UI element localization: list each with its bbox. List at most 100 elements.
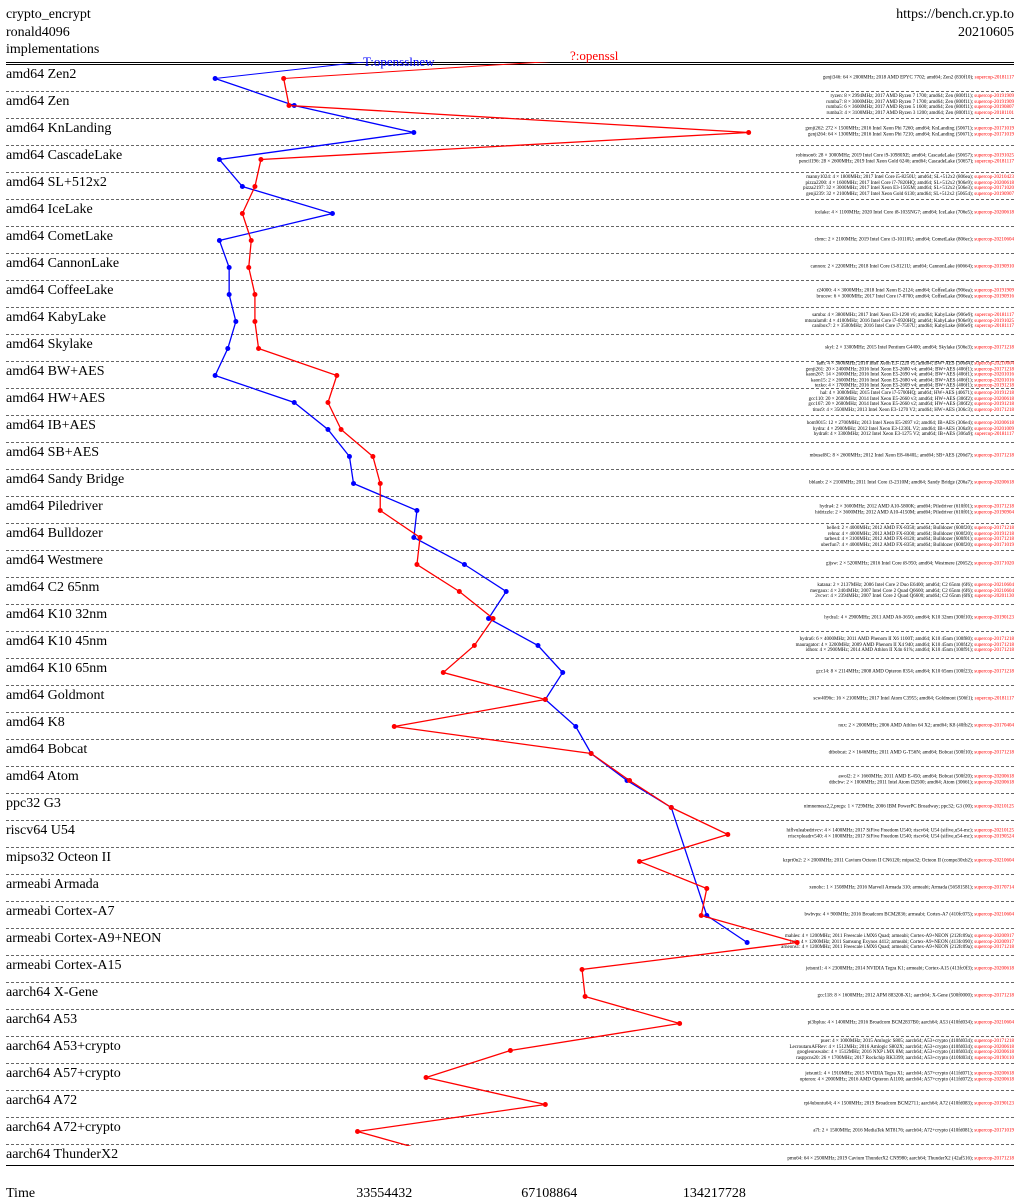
arch-label: amd64 Bulldozer xyxy=(6,526,103,542)
arch-label: armeabi Cortex-A7 xyxy=(6,904,114,920)
arch-row: amd64 IB+AES hom9015: 12 × 2700MHz; 2013 … xyxy=(6,416,1014,443)
arch-detail: gcc118: 8 × 1600MHz; 2012 APM 883208-X1;… xyxy=(818,993,1015,999)
arch-detail: manny1024: 4 × 1800MHz; 2017 Intel Core … xyxy=(803,175,1014,197)
arch-detail: robinson6: 28 × 3000MHz; 2019 Intel Core… xyxy=(796,154,1014,165)
arch-label: amd64 Atom xyxy=(6,769,79,785)
arch-detail: ryzen: 8 × 2994MHz; 2017 AMD Ryzen 7 170… xyxy=(826,94,1014,116)
arch-detail: puer: 4 × 1000MHz; 2015 Amlogic S805; aa… xyxy=(790,1039,1015,1061)
arch-row: amd64 Goldmont scw4096c: 16 × 2100MHz; 20… xyxy=(6,686,1014,713)
legend-openssl: ?:openssl xyxy=(570,48,618,64)
arch-detail: belle4: 2 × 4000MHz; 2012 AMD FX-8350; a… xyxy=(821,526,1014,548)
arch-row: armeabi Cortex-A9+NEONmahles: 4 × 1200MH… xyxy=(6,929,1014,956)
arch-row: amd64 Piledriverhydra4: 2 × 3600MHz; 201… xyxy=(6,497,1014,524)
arch-row: amd64 Sandy Bridge bblanb: 2 × 2100MHz; 2… xyxy=(6,470,1014,497)
arch-label: amd64 CometLake xyxy=(6,229,113,245)
arch-label: amd64 Skylake xyxy=(6,337,93,353)
arch-detail: gcc14: 8 × 2114MHz; 2008 AMD Opteron 835… xyxy=(816,669,1014,675)
arch-row: amd64 K10 32nmhydra1: 4 × 2900MHz; 2011 … xyxy=(6,605,1014,632)
arch-row: amd64 SL+512x2 manny1024: 4 × 1800MHz; 20… xyxy=(6,173,1014,200)
arch-detail: mahles: 4 × 1200MHz; 2011 Freescale i.MX… xyxy=(781,934,1014,951)
arch-detail: skyl: 2 × 3300MHz; 2015 Intel Pentium G4… xyxy=(825,345,1014,351)
legend-opensslnew: T:opensslnew xyxy=(363,54,435,70)
arch-label: aarch64 A57+crypto xyxy=(6,1066,121,1082)
arch-row: amd64 HW+AEShal: 4 × 3000MHz; 2015 Intel… xyxy=(6,389,1014,416)
arch-detail: scw4096c: 16 × 2100MHz; 2017 Intel Atom … xyxy=(813,696,1014,702)
bottom-rule xyxy=(6,1165,1014,1166)
arch-detail: r24000: 4 × 3000MHz; 2018 Intel Xeon E-2… xyxy=(816,289,1014,300)
arch-row: aarch64 A53pi3bplus: 4 × 1400MHz; 2016 B… xyxy=(6,1010,1014,1037)
arch-detail: dtbobcat: 2 × 1646MHz; 2011 AMD G-T56N; … xyxy=(829,750,1014,756)
arch-detail: rpi4ubuntu64; 4 × 1500MHz; 2019 Broadcom… xyxy=(804,1101,1014,1107)
title-primitive: crypto_encrypt xyxy=(6,6,99,24)
arch-row: amd64 IceLake icelake: 4 × 1100MHz; 2020 … xyxy=(6,200,1014,227)
arch-row: amd64 Atomawol2: 2 × 1660MHz; 2011 AMD E… xyxy=(6,767,1014,794)
arch-label: amd64 Sandy Bridge xyxy=(6,472,124,488)
arch-row: amd64 K10 45nmhydra6: 6 × 4000MHz; 2011 … xyxy=(6,632,1014,659)
x-tick: 33554432 xyxy=(356,1186,412,1202)
arch-row: amd64 CometLakecbmc: 2 × 2100MHz; 2019 I… xyxy=(6,227,1014,254)
x-axis-label: Time xyxy=(6,1186,35,1202)
arch-row: aarch64 X-Gene gcc118: 8 × 1600MHz; 2012 … xyxy=(6,983,1014,1010)
arch-label: amd64 CascadeLake xyxy=(6,148,122,164)
arch-label: amd64 K10 65nm xyxy=(6,661,107,677)
arch-row: amd64 SB+AESmbusel8C: 8 × 2600MHz; 2012 … xyxy=(6,443,1014,470)
arch-detail: hiflvuleabedrivcv: 4 × 1400MHz; 2017 SiF… xyxy=(786,829,1014,840)
arch-row: amd64 CannonLakecannon: 2 × 2200MHz; 201… xyxy=(6,254,1014,281)
arch-detail: genji262: 272 × 1500MHz; 2016 Intel Xeon… xyxy=(805,127,1014,138)
arch-detail: hom9015: 12 × 2700MHz; 2013 Intel Xeon E… xyxy=(807,421,1014,438)
arch-label: amd64 SL+512x2 xyxy=(6,175,107,191)
arch-detail: hydra1: 4 × 2900MHz; 2011 AMD A6-3650; a… xyxy=(824,615,1014,621)
arch-row: armeabi Cortex-A7 bwbvps: 4 × 900MHz; 201… xyxy=(6,902,1014,929)
arch-detail: icelake: 4 × 1100MHz; 2020 Intel Core i8… xyxy=(815,210,1014,216)
arch-detail: kzprt0n2: 2 × 2000MHz; 2011 Cavium Octeo… xyxy=(783,858,1014,864)
arch-label: amd64 Bobcat xyxy=(6,742,87,758)
arch-row: amd64 KabyLakesamba: 4 × 3800MHz; 2017 I… xyxy=(6,308,1014,335)
arch-label: amd64 IceLake xyxy=(6,202,93,218)
arch-row: amd64 Zenryzen: 8 × 2994MHz; 2017 AMD Ry… xyxy=(6,92,1014,119)
arch-label: amd64 K8 xyxy=(6,715,65,731)
arch-row: aarch64 A72 rpi4ubuntu64; 4 × 1500MHz; 20… xyxy=(6,1091,1014,1118)
arch-detail: bblanb: 2 × 2100MHz; 2011 Intel Core i3-… xyxy=(809,480,1014,486)
arch-detail: cannon: 2 × 2200MHz; 2018 Intel Core i3-… xyxy=(811,264,1014,270)
arch-row: amd64 K8nux: 2 × 2000MHz; 2006 AMD Athlo… xyxy=(6,713,1014,740)
arch-row: aarch64 A72+cryptoa7l: 2 × 1500MHz; 2016… xyxy=(6,1118,1014,1145)
arch-detail: mbusel8C: 8 × 2600MHz; 2012 Intel Xeon E… xyxy=(810,453,1014,459)
arch-label: amd64 HW+AES xyxy=(6,391,105,407)
header-date: 20210605 xyxy=(896,24,1014,42)
arch-label: ppc32 G3 xyxy=(6,796,61,812)
arch-label: aarch64 ThunderX2 xyxy=(6,1147,118,1163)
arch-label: amd64 BW+AES xyxy=(6,364,105,380)
arch-row: armeabi Cortex-A15jetsunt1: 4 × 2300MHz;… xyxy=(6,956,1014,983)
arch-label: amd64 IB+AES xyxy=(6,418,96,434)
arch-label: aarch64 A53+crypto xyxy=(6,1039,121,1055)
x-tick: 67108864 xyxy=(521,1186,577,1202)
arch-label: amd64 KnLanding xyxy=(6,121,111,137)
arch-row: amd64 CoffeeLake r24000: 4 × 3000MHz; 201… xyxy=(6,281,1014,308)
arch-detail: samba: 4 × 3800MHz; 2017 Intel Xeon E3-1… xyxy=(805,313,1014,330)
arch-detail: bwbvps: 4 × 900MHz; 2016 Broadcom BCM283… xyxy=(805,912,1014,918)
arch-detail: xenohc: 1 × 1508MHz; 2016 Marvell Armada… xyxy=(809,885,1014,891)
arch-detail: pi3bplus: 4 × 1400MHz; 2016 Broadcom BCM… xyxy=(808,1020,1014,1026)
arch-row: amd64 KnLanding genji262: 272 × 1500MHz; … xyxy=(6,119,1014,146)
arch-label: aarch64 X-Gene xyxy=(6,985,98,1001)
arch-label: amd64 K10 45nm xyxy=(6,634,107,650)
arch-label: aarch64 A72 xyxy=(6,1093,77,1109)
arch-label: amd64 Zen2 xyxy=(6,67,76,83)
arch-label: amd64 Goldmont xyxy=(6,688,104,704)
arch-detail: jetsunt1: 4 × 1910MHz; 2015 NVIDIA Tegra… xyxy=(800,1072,1014,1083)
arch-row: amd64 Bulldozer belle4: 2 × 4000MHz; 2012… xyxy=(6,524,1014,551)
header-url[interactable]: https://bench.cr.yp.to xyxy=(896,6,1014,24)
arch-row: aarch64 A53+crypto puer: 4 × 1000MHz; 201… xyxy=(6,1037,1014,1064)
arch-row: mipso32 Octeon II kzprt0n2: 2 × 2000MHz; … xyxy=(6,848,1014,875)
arch-row: amd64 Bobcat dtbobcat: 2 × 1646MHz; 2011 … xyxy=(6,740,1014,767)
arch-detail: katana: 2 × 2137MHz; 2006 Intel Core 2 D… xyxy=(810,583,1014,600)
arch-label: amd64 Westmere xyxy=(6,553,103,569)
arch-row: aarch64 A57+crypto jetsunt1: 4 × 1910MHz;… xyxy=(6,1064,1014,1091)
arch-label: mipso32 Octeon II xyxy=(6,850,111,866)
title-algorithm: ronald4096 xyxy=(6,24,99,42)
arch-detail: nimnemesz2,2,pregs: 1 × 729MHz; 2006 IBM… xyxy=(804,804,1014,810)
arch-row: ppc32 G3 nimnemesz2,2,pregs: 1 × 729MHz; … xyxy=(6,794,1014,821)
x-tick: 134217728 xyxy=(683,1186,746,1202)
arch-row: armeabi Armadaxenohc: 1 × 1508MHz; 2016 … xyxy=(6,875,1014,902)
arch-label: amd64 CoffeeLake xyxy=(6,283,113,299)
